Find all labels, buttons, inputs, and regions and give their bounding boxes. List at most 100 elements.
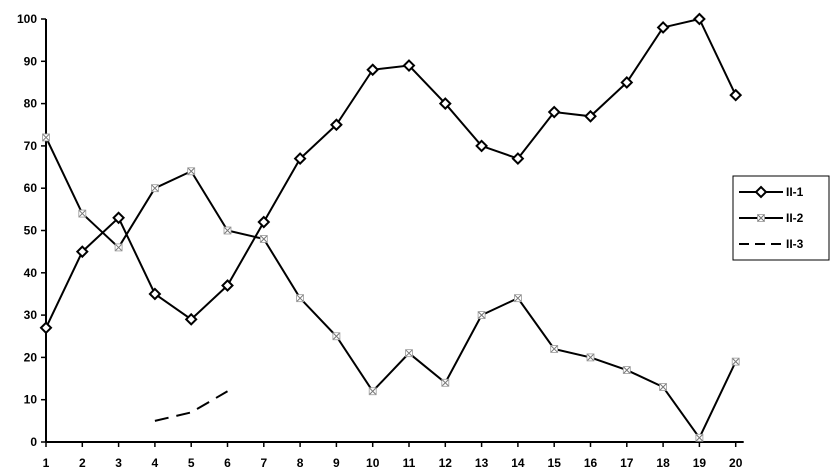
legend-label: II-3 [786,237,804,251]
legend-label: II-1 [786,185,804,199]
x-tick-label: 3 [115,456,122,470]
data-point [656,21,670,34]
data-point-cross [441,379,449,387]
data-point-cross [757,214,765,222]
data-point-cross [587,354,594,361]
data-point [547,105,561,119]
y-tick-label: 30 [24,308,38,322]
series-1 [39,12,743,335]
data-point [620,76,634,89]
data-point-cross [151,184,159,192]
data-point [259,235,268,243]
data-point-cross [623,366,631,374]
data-point-cross [369,387,377,395]
data-point [257,215,271,229]
data-point [659,383,667,391]
series-3 [154,390,229,422]
x-tick-label: 1 [43,456,50,470]
data-point [405,349,413,358]
y-tick-label: 40 [24,266,38,280]
data-point [223,226,232,235]
legend: II-1 II-2 II-3 [732,175,830,261]
x-tick-label: 14 [511,456,525,470]
y-tick-label: 10 [24,393,38,407]
y-tick-label: 100 [17,12,37,26]
series-line [154,390,229,422]
data-point [184,312,198,326]
data-point [187,167,196,176]
data-point [402,59,416,72]
x-tick-label: 20 [729,456,743,470]
data-point-cross [732,358,740,365]
data-point [329,118,343,132]
data-point [42,133,50,142]
data-point-cross [333,332,340,340]
y-tick-label: 80 [24,97,38,111]
y-tick-label: 70 [24,139,38,153]
data-point [148,287,162,301]
data-point [586,353,595,362]
data-point [754,185,768,199]
data-point [75,245,89,259]
data-point-cross [405,349,413,357]
x-tick-label: 15 [548,456,562,470]
data-point [293,152,307,166]
data-point-cross [696,434,703,442]
data-point [511,152,525,166]
data-point [296,294,305,303]
x-tick-label: 10 [366,456,380,470]
x-tick-label: 19 [693,456,707,470]
data-point [622,366,631,374]
data-point [114,243,123,252]
data-point [731,357,740,366]
data-point [78,209,87,218]
data-point-cross [550,345,558,353]
x-tick-label: 5 [188,456,195,470]
series-line [45,17,737,329]
y-tick-label: 60 [24,181,38,195]
x-tick-label: 18 [656,456,670,470]
data-point [514,294,522,303]
data-point-cross [115,244,122,251]
data-point [150,184,159,193]
x-tick-label: 7 [260,456,267,470]
data-point [550,345,559,353]
data-point [757,214,765,222]
data-point [729,88,743,102]
x-tick-label: 9 [333,456,340,470]
data-point-cross [187,167,195,175]
data-point [441,378,450,387]
data-point-cross [478,311,485,319]
data-point-cross [659,383,667,391]
y-tick-label: 20 [24,350,38,364]
data-point [39,321,53,335]
data-point [438,97,452,111]
data-point-cross [260,235,268,243]
x-tick-label: 11 [403,456,416,470]
legend-label: II-2 [786,211,804,225]
x-tick-label: 16 [584,456,598,470]
data-point [475,139,489,153]
series-2 [42,133,740,442]
y-tick-label: 0 [30,435,37,449]
data-point-cross [514,294,522,302]
x-tick-label: 13 [475,456,489,470]
data-point [477,311,486,320]
data-point [692,12,706,26]
data-point [221,279,234,292]
x-tick-label: 6 [224,456,231,470]
y-tick-label: 90 [24,54,38,68]
data-point [112,211,126,225]
series-layer [39,12,743,442]
x-tick-label: 12 [439,456,453,470]
data-point-cross [78,210,86,217]
y-tick-label: 50 [24,224,38,238]
data-point [366,63,380,77]
x-tick-label: 2 [79,456,86,470]
data-point-cross [224,227,231,234]
data-point [695,433,704,442]
x-tick-label: 17 [620,456,634,470]
data-point-cross [42,134,50,141]
